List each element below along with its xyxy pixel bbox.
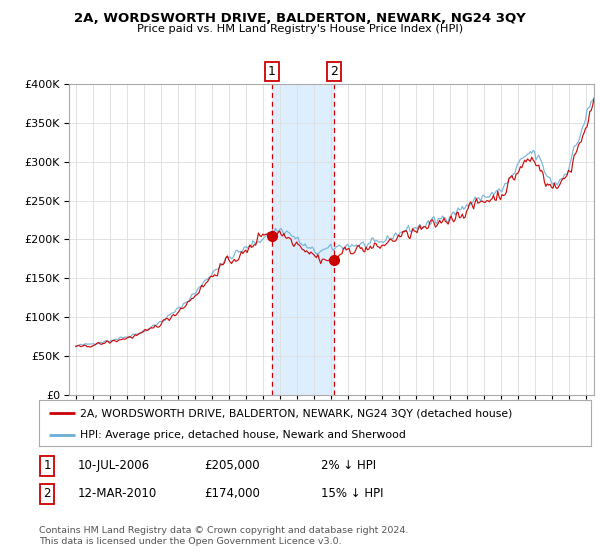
Text: 15% ↓ HPI: 15% ↓ HPI bbox=[321, 487, 383, 501]
Text: 2A, WORDSWORTH DRIVE, BALDERTON, NEWARK, NG24 3QY (detached house): 2A, WORDSWORTH DRIVE, BALDERTON, NEWARK,… bbox=[80, 408, 513, 418]
Text: 2: 2 bbox=[43, 487, 50, 501]
Text: Price paid vs. HM Land Registry's House Price Index (HPI): Price paid vs. HM Land Registry's House … bbox=[137, 24, 463, 34]
Text: 12-MAR-2010: 12-MAR-2010 bbox=[78, 487, 157, 501]
Text: 1: 1 bbox=[43, 459, 50, 473]
Text: 2A, WORDSWORTH DRIVE, BALDERTON, NEWARK, NG24 3QY: 2A, WORDSWORTH DRIVE, BALDERTON, NEWARK,… bbox=[74, 12, 526, 25]
Text: 10-JUL-2006: 10-JUL-2006 bbox=[78, 459, 150, 473]
Text: £174,000: £174,000 bbox=[204, 487, 260, 501]
Text: £205,000: £205,000 bbox=[204, 459, 260, 473]
Text: 2% ↓ HPI: 2% ↓ HPI bbox=[321, 459, 376, 473]
Text: HPI: Average price, detached house, Newark and Sherwood: HPI: Average price, detached house, Newa… bbox=[80, 430, 406, 440]
Text: Contains HM Land Registry data © Crown copyright and database right 2024.
This d: Contains HM Land Registry data © Crown c… bbox=[39, 526, 409, 546]
Bar bbox=[272, 84, 334, 395]
Text: 2: 2 bbox=[330, 65, 338, 78]
Text: 1: 1 bbox=[268, 65, 276, 78]
